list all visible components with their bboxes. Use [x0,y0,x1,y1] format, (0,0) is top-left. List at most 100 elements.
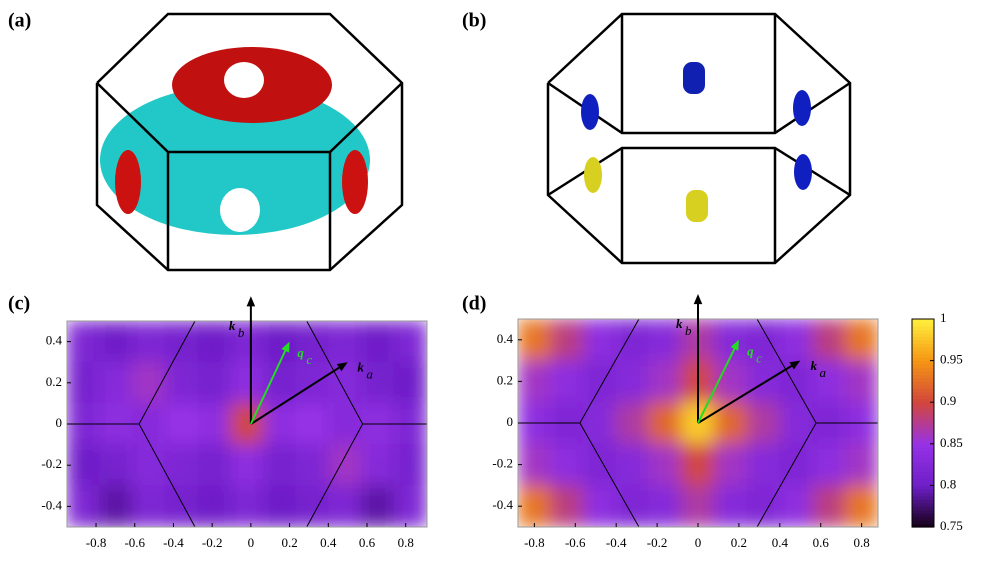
vector-label-sub: b [685,323,692,338]
heatmap-cell [615,401,650,445]
arrow [697,344,738,424]
colorbar-segment [912,374,934,379]
colorbar-segment [912,461,934,466]
heatmap-cell [746,443,781,486]
heatmap-cell [67,444,101,487]
heatmap-cell [393,444,427,487]
x-tick-label: 0.4 [320,535,337,550]
heatmap-cell [550,319,584,362]
heatmap-cell [615,484,650,527]
colorbar-segment [912,395,934,400]
heatmap-cell [844,360,878,403]
vector-label-sub: c [756,350,762,365]
colorbar-segment [912,346,934,351]
arrow [250,364,344,425]
heatmap-cell [393,361,427,404]
vector-label: k [811,358,818,373]
heatmap-cell [197,402,232,446]
colorbar-segment [912,423,934,428]
x-tick-label: 0.2 [281,535,297,550]
arrow-head [246,296,256,307]
heatmap-cell [518,443,552,486]
heatmap-cell [812,319,846,362]
y-tick-label: 0.2 [497,372,513,387]
x-tick-label: 0.8 [398,535,414,550]
colorbar-tick-label: 0.9 [940,393,956,408]
arrow-head [281,341,290,353]
colorbar-segment [912,429,934,434]
heatmap-cell [262,321,297,363]
arrow-head [693,294,703,305]
heatmap-cell [582,401,617,445]
panel-label: (a) [8,10,31,32]
x-tick-label: 0 [248,535,255,550]
colorbar-segment [912,402,934,407]
heatmap-cell [262,444,297,487]
colorbar-segment [912,433,934,438]
pocket [584,157,602,193]
heatmap-cell [518,319,552,362]
heatmap-cell [99,444,133,487]
heatmap-cell [844,484,878,527]
heatmap-cell [67,321,101,363]
heatmap-cell [262,402,297,446]
colorbar-segment [912,443,934,448]
heatmap-cell [393,485,427,527]
heatmap-cell [230,485,264,527]
heatmap-cell [582,484,617,527]
zone-line [194,321,195,322]
fermi-surface-a [95,12,404,272]
heatmap-cell [648,360,683,403]
heatmap-cell [550,360,584,403]
colorbar-tick-label: 1 [940,310,947,325]
heatmap-cell [615,443,650,486]
colorbar-segment [912,440,934,445]
x-tick-label: 0.2 [731,535,747,550]
colorbar-segment [912,357,934,362]
colorbar-segment [912,426,934,431]
heatmap-cell [230,321,264,363]
colorbar-segment [912,464,934,469]
heatmap-cell [812,360,846,403]
colorbar-segment [912,447,934,452]
colorbar-segment [912,388,934,393]
colorbar-segment [912,398,934,403]
heatmap-cell [746,484,781,527]
y-tick-label: -0.2 [492,456,513,471]
arrow-head [730,339,739,351]
heatmap-cell [262,485,297,527]
pocket [686,190,708,222]
heatmap-cell [328,485,363,527]
pocket [794,154,812,190]
x-tick-label: -0.8 [86,535,107,550]
y-tick-label: 0.2 [46,374,62,389]
heatmap-cell [518,360,552,403]
colorbar-tick-label: 0.75 [940,518,963,533]
heatmap-cell [164,321,199,363]
colorbar-segment [912,499,934,504]
heatmap-cell [713,401,748,445]
heatmap-cell [779,401,814,445]
colorbar-segment [912,513,934,518]
colorbar-segment [912,495,934,500]
arrow-head [336,362,348,372]
heatmap [518,319,878,527]
heatmap-cell [518,484,552,527]
heatmap-cell [844,319,878,362]
colorbar-segment [912,412,934,417]
arrow-head [789,360,801,370]
colorbar-segment [912,485,934,490]
colorbar-segment [912,336,934,341]
heatmap-cell [328,444,363,487]
heatmap-cell [99,321,133,363]
heatmap-cell [164,361,199,404]
x-tick-label: -0.2 [647,535,668,550]
colorbar-segment [912,481,934,486]
colorbar-segment [912,367,934,372]
vector-label: k [357,359,364,374]
vector-label: q [297,345,304,360]
colorbar-segment [912,457,934,462]
heatmap-cell [812,484,846,527]
x-tick-label: -0.6 [565,535,586,550]
colorbar-segment [912,405,934,410]
